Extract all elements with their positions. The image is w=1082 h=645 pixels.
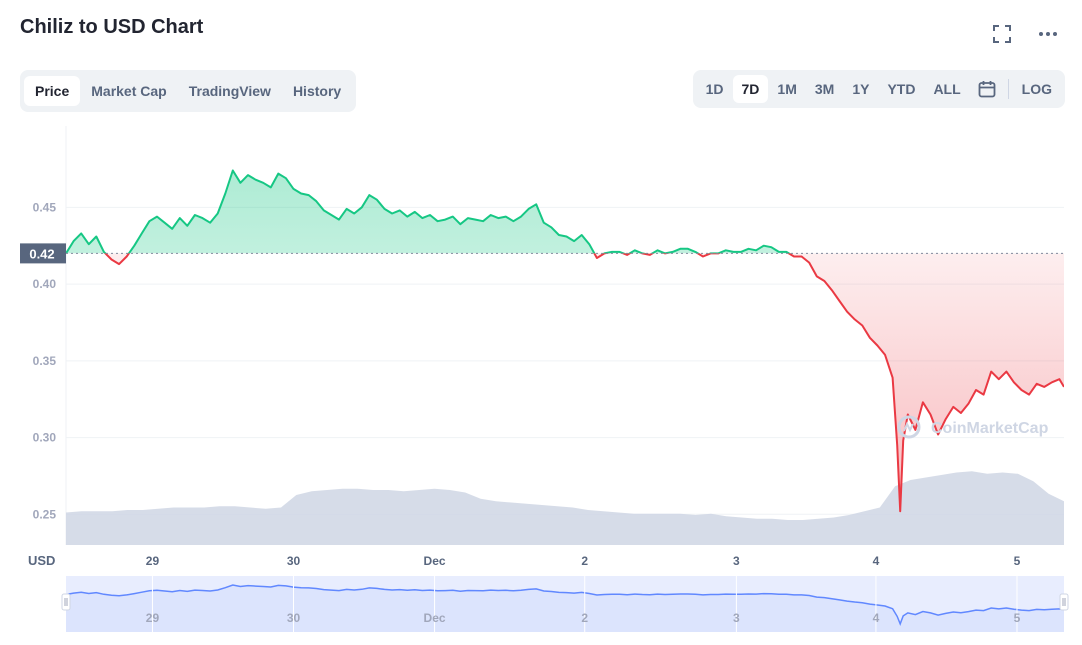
navigator-handle-left[interactable] [61, 593, 71, 611]
reference-price-label: 0.42 [29, 246, 54, 261]
navigator-tick-label: 29 [146, 611, 160, 625]
price-line-down [66, 253, 1064, 513]
navigator-line [65, 584, 1065, 626]
navigator-tick-label: 3 [733, 611, 740, 625]
y-tick-label: 0.45 [33, 200, 57, 214]
navigator[interactable]: 29 30 Dec 2 3 4 5 [61, 576, 1069, 632]
reference-price: 0.42 [20, 243, 1064, 264]
x-tick-label: 4 [873, 554, 880, 568]
coinmarketcap-watermark: CoinMarketCap [897, 415, 1049, 439]
y-axis: 0.25 0.30 0.35 0.40 0.45 USD [28, 200, 56, 568]
price-fill-below [66, 253, 1064, 512]
range-1m-button[interactable]: 1M [777, 81, 797, 97]
y-tick-label: 0.25 [33, 507, 57, 521]
x-tick-label: 29 [146, 554, 160, 568]
x-tick-label: Dec [424, 554, 446, 568]
x-axis: 29 30 Dec 2 3 4 5 [146, 554, 1021, 568]
navigator-tick-label: 2 [581, 611, 588, 625]
y-tick-label: 0.35 [33, 354, 57, 368]
more-icon[interactable] [1038, 24, 1058, 44]
range-7d-button[interactable]: 7D [732, 75, 769, 103]
navigator-handle-right[interactable] [1059, 593, 1069, 611]
y-tick-label: 0.40 [33, 277, 57, 291]
tab-market-cap[interactable]: Market Cap [91, 83, 167, 99]
price-fill [66, 170, 1064, 512]
navigator-tick-label: 4 [873, 611, 880, 625]
top-icons [992, 24, 1058, 44]
range-1d-button[interactable]: 1D [705, 81, 724, 97]
price-line-up [66, 169, 791, 254]
tab-price[interactable]: Price [24, 76, 81, 106]
tab-tradingview[interactable]: TradingView [188, 83, 271, 99]
watermark-text: CoinMarketCap [931, 420, 1049, 437]
y-tick-label: 0.30 [33, 431, 57, 445]
x-tick-label: 5 [1014, 554, 1021, 568]
calendar-icon[interactable] [970, 74, 1004, 104]
reference-badge [20, 243, 66, 264]
y-axis-label: USD [28, 553, 55, 568]
x-tick-label: 30 [287, 554, 301, 568]
range-divider [1007, 79, 1009, 99]
volume-area-shape [66, 471, 1064, 545]
range-selector: 1D 7D 1M 3M 1Y YTD ALL LOG [692, 70, 1065, 108]
range-1y-button[interactable]: 1Y [852, 81, 870, 97]
chart-tabs: Price Market Cap TradingView History [20, 70, 357, 112]
x-tick-label: 2 [581, 554, 588, 568]
volume-area [66, 471, 1064, 545]
tab-history[interactable]: History [292, 83, 342, 99]
navigator-tick-label: 30 [287, 611, 301, 625]
log-scale-button[interactable]: LOG [1021, 81, 1052, 97]
navigator-tick-label: 5 [1014, 611, 1021, 625]
page-title: Chiliz to USD Chart [20, 16, 204, 38]
fullscreen-icon[interactable] [992, 24, 1012, 44]
range-all-button[interactable]: ALL [933, 81, 961, 97]
range-3m-button[interactable]: 3M [814, 81, 835, 97]
price-line [66, 169, 1064, 513]
range-ytd-button[interactable]: YTD [887, 81, 916, 97]
x-tick-label: 3 [733, 554, 740, 568]
navigator-tick-label: Dec [424, 611, 446, 625]
price-fill-above [66, 170, 1064, 254]
